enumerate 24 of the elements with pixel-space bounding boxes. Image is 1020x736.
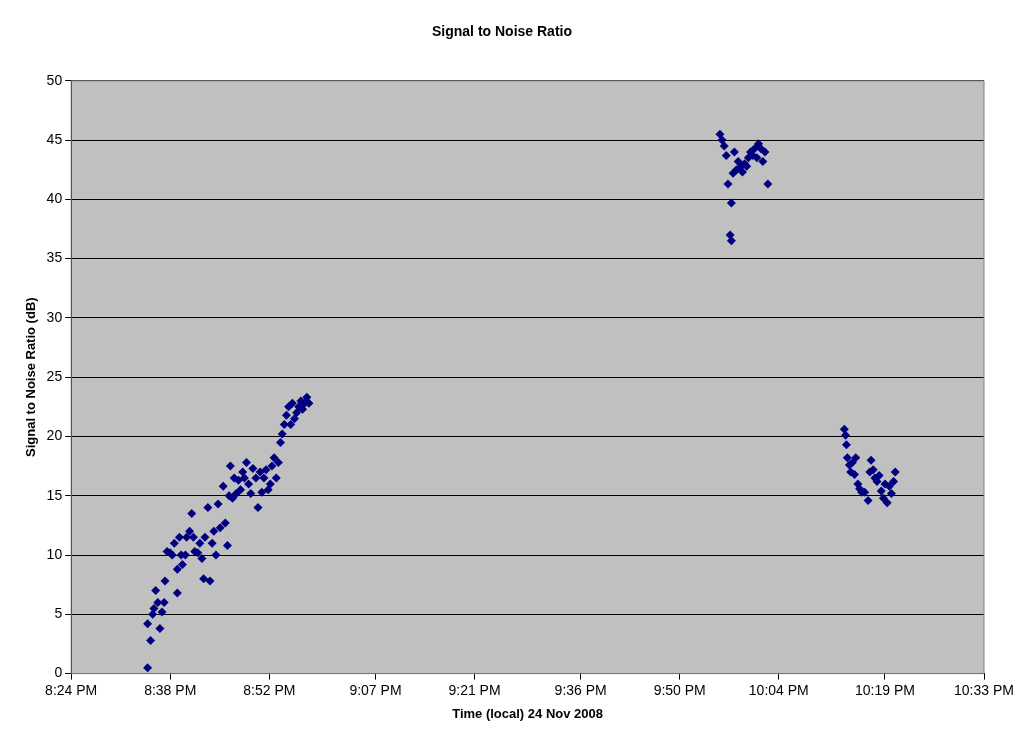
x-tick-label: 9:36 PM [554, 681, 607, 698]
y-tick-label: 40 [46, 190, 63, 207]
y-tick-label: 10 [46, 545, 63, 562]
y-tick-label: 5 [54, 605, 63, 622]
y-tick-label: 20 [46, 427, 63, 444]
y-tick-label: 30 [46, 308, 63, 325]
x-tick-label: 10:19 PM [854, 681, 915, 698]
x-tick-label: 8:24 PM [45, 681, 98, 698]
x-axis-title: Time (local) 24 Nov 2008 [452, 705, 603, 721]
x-tick-label: 10:04 PM [748, 681, 809, 698]
y-tick-label: 45 [46, 130, 63, 147]
y-tick-label: 0 [54, 664, 63, 681]
y-axis-title: Signal to Noise Ratio (dB) [23, 297, 39, 458]
x-tick-label: 8:52 PM [243, 681, 296, 698]
x-tick-label: 9:07 PM [349, 681, 402, 698]
x-tick-label: 8:38 PM [144, 681, 197, 698]
x-tick-label: 10:33 PM [954, 681, 1014, 698]
x-tick-label: 9:50 PM [653, 681, 706, 698]
y-tick-label: 15 [46, 486, 63, 503]
chart-title: Signal to Noise Ratio [431, 23, 573, 40]
y-tick-label: 50 [46, 71, 63, 88]
y-tick-label: 35 [46, 249, 63, 266]
x-tick-label: 9:21 PM [448, 681, 501, 698]
y-tick-label: 25 [46, 368, 63, 385]
